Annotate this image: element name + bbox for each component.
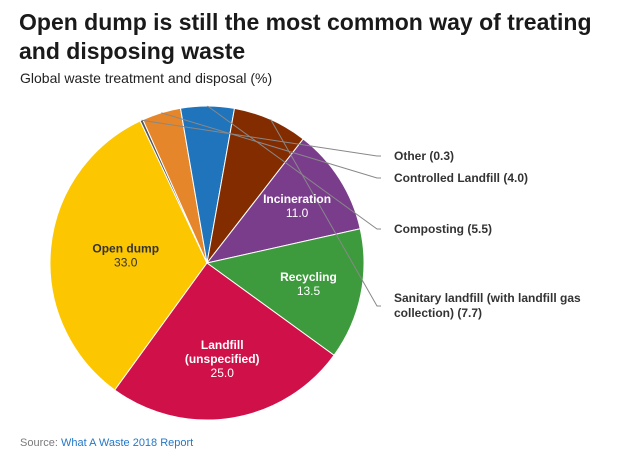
slice-label-recycling: Recycling 13.5 [280, 270, 337, 298]
pie-slice-landfill-unspecified [114, 262, 335, 421]
leader-line-sanitary-landfill-with-landfill-gas-collection [270, 119, 381, 307]
source-prefix: Source: [20, 437, 61, 449]
slice-label-sanitary-landfill-with-landfill-gas-collection: Sanitary landfill (with landfill gas coll… [394, 291, 581, 320]
slice-label-open-dump: Open dump 33.0 [92, 241, 159, 269]
pie-slice-open-dump [49, 120, 208, 391]
pie-slice-incineration [205, 138, 361, 264]
slice-label-landfill-unspecified: Landfill (unspecified) 25.0 [185, 338, 260, 380]
slice-label-other: Other (0.3) [394, 149, 454, 163]
slice-label-controlled-landfill: Controlled Landfill (4.0) [394, 171, 528, 185]
source-link[interactable]: What A Waste 2018 Report [60, 437, 194, 449]
slice-label-incineration: Incineration 11.0 [263, 192, 331, 220]
chart-subtitle: Global waste treatment and disposal (%) [20, 70, 273, 86]
chart-title: Open dump is still the most common way o… [19, 9, 592, 64]
source-note: Source: What A Waste 2018 Report [20, 437, 193, 449]
leader-line-composting [207, 105, 381, 230]
leader-line-controlled-landfill [161, 112, 381, 179]
leader-line-other [141, 119, 381, 157]
slice-label-composting: Composting (5.5) [394, 222, 492, 236]
pie-slice-recycling [205, 228, 365, 356]
